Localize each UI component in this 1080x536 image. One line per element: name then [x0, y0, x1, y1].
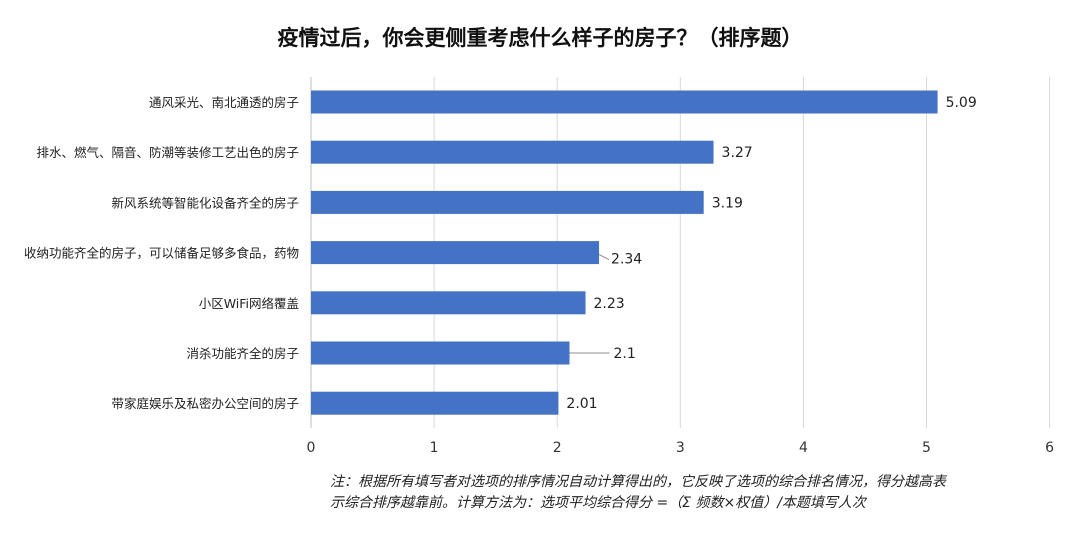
category-label: 新风系统等智能化设备齐全的房子	[111, 195, 299, 210]
x-tick-label: 1	[430, 440, 439, 456]
category-label: 小区WiFi网络覆盖	[199, 296, 299, 311]
x-tick-label: 2	[553, 440, 562, 456]
category-label: 排水、燃气、隔音、防潮等装修工艺出色的房子	[36, 145, 299, 160]
bar	[311, 190, 704, 214]
value-label: 2.1	[614, 346, 636, 362]
category-label: 消杀功能齐全的房子	[186, 346, 299, 361]
footnote-line-2: 示综合排序越靠前。计算方法为：选项平均综合得分 =（Σ 频数×权值）/本题填写人…	[330, 495, 866, 511]
value-label: 2.23	[594, 296, 625, 312]
footnote-line-1: 注：根据所有填写者对选项的排序情况自动计算得出的，它反映了选项的综合排名情况，得…	[330, 474, 946, 490]
category-label: 收纳功能齐全的房子，可以储备足够多食品，药物	[24, 246, 299, 261]
bar	[311, 241, 600, 265]
chart-title: 疫情过后，你会更侧重考虑什么样子的房子？（排序题）	[277, 26, 803, 50]
x-tick-label: 3	[676, 440, 685, 456]
value-label: 3.27	[722, 145, 753, 161]
x-tick-label: 4	[799, 440, 808, 456]
x-tick-label: 6	[1045, 440, 1054, 456]
value-label: 2.34	[611, 252, 642, 268]
category-label: 带家庭娱乐及私密办公空间的房子	[111, 396, 299, 411]
footnote: 注：根据所有填写者对选项的排序情况自动计算得出的，它反映了选项的综合排名情况，得…	[330, 472, 1060, 514]
bar	[311, 90, 938, 114]
x-tick-label: 5	[922, 440, 931, 456]
bar	[311, 341, 570, 365]
leader-line	[598, 254, 610, 261]
bar	[311, 140, 714, 164]
category-label: 通风采光、南北通透的房子	[149, 95, 299, 110]
bar	[311, 391, 559, 415]
x-tick-label: 0	[307, 440, 316, 456]
value-label: 3.19	[712, 195, 743, 211]
bar	[311, 291, 586, 315]
value-label: 2.01	[566, 396, 597, 412]
value-label: 5.09	[946, 95, 977, 111]
